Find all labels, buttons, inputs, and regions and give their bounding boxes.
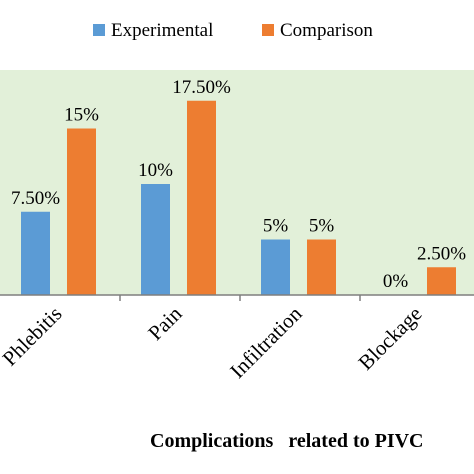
bar-comparison-blockage [427,267,456,295]
data-label-comparison-phlebitis: 15% [64,105,99,126]
data-label-comparison-blockage: 2.50% [417,243,466,264]
x-axis-tick-label-pain: Pain [143,301,187,345]
data-label-experimental-infiltration: 5% [263,216,289,237]
legend: Experimental Comparison [93,20,373,41]
bar-comparison-phlebitis [67,128,96,295]
bar-comparison-infiltration [307,239,336,295]
data-label-experimental-pain: 10% [138,160,173,181]
legend-swatch-comparison [262,24,274,36]
legend-label-comparison: Comparison [280,20,373,41]
x-axis-tick-labels: PhlebitisPainInfiltrationBlockageDis [0,301,427,383]
data-label-comparison-pain: 17.50% [172,77,231,98]
x-axis-tick-label-phlebitis: Phlebitis [0,302,67,371]
data-label-comparison-infiltration: 5% [309,216,335,237]
data-labels: 7.50% 10% 5% 0% 15% 17.50% 5% 2.50% [11,77,466,292]
legend-label-experimental: Experimental [111,20,213,41]
bar-experimental-infiltration [261,239,290,295]
x-axis-title: Complications related to PIVC [150,430,424,452]
data-label-experimental-blockage: 0% [383,271,409,292]
x-axis-tick-label-infiltration: Infiltration [225,301,307,383]
x-axis-tick-label-blockage: Blockage [353,302,426,375]
legend-swatch-experimental [93,24,105,36]
data-label-experimental-phlebitis: 7.50% [11,188,60,209]
bar-comparison-pain [187,100,216,295]
bar-experimental-phlebitis [21,211,50,295]
bars [21,100,456,295]
bar-experimental-pain [141,184,170,295]
x-axis-ticks [119,295,361,301]
